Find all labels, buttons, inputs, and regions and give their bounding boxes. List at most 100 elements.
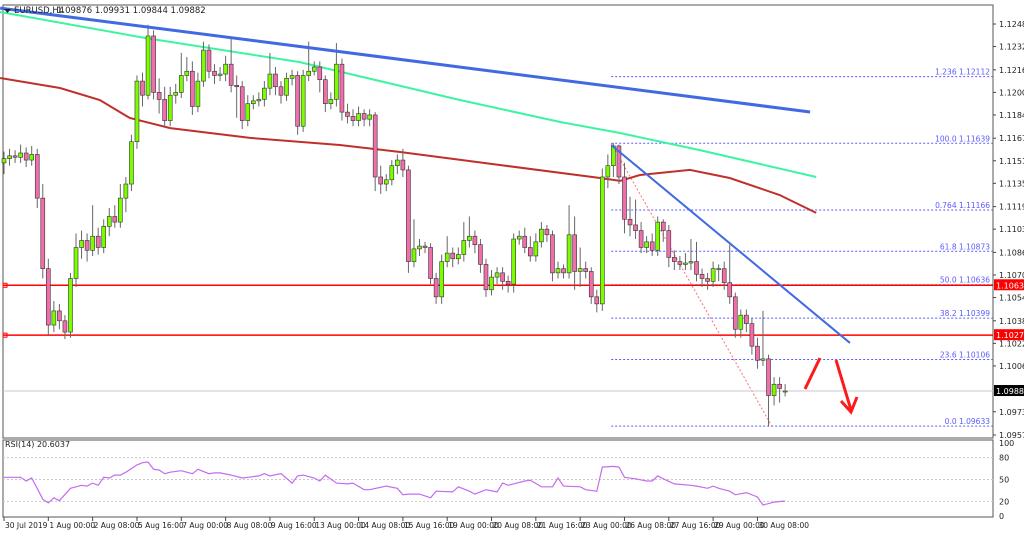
candle-bear bbox=[206, 49, 212, 72]
trendline bbox=[0, 6, 811, 114]
candle-bear bbox=[140, 80, 145, 96]
moving-averages bbox=[0, 11, 817, 214]
candle-bear bbox=[228, 63, 234, 86]
x-tick-label: 19 Aug 00:00 bbox=[448, 521, 499, 530]
candle-bull bbox=[223, 63, 228, 75]
candle-bull bbox=[511, 238, 516, 285]
y-tick-label: 1.10865 bbox=[999, 248, 1024, 257]
candle-bear bbox=[594, 296, 600, 305]
candle-bear bbox=[705, 278, 710, 282]
candle-bull bbox=[73, 247, 79, 279]
candle-bear bbox=[649, 241, 655, 251]
candle-bull bbox=[771, 383, 777, 396]
arrow-down-shaft bbox=[834, 359, 853, 411]
candle-bull bbox=[383, 179, 389, 185]
candle-bull bbox=[118, 197, 123, 223]
candle-bear bbox=[317, 66, 323, 80]
rsi-axis-label: 0 bbox=[999, 512, 1004, 521]
candle-bull bbox=[145, 35, 151, 96]
candle-bear bbox=[433, 278, 439, 298]
rsi-axis-label: 80 bbox=[999, 454, 1009, 463]
candle-bear bbox=[616, 145, 622, 178]
y-tick-label: 1.12325 bbox=[999, 43, 1024, 52]
candle-bull bbox=[566, 234, 572, 274]
fib-level-label: 38.2 1.10399 bbox=[940, 309, 990, 318]
y-tick-label: 1.11030 bbox=[999, 225, 1024, 234]
x-tick-label: 29 Aug 00:00 bbox=[714, 521, 765, 530]
candle-bear bbox=[190, 70, 195, 107]
triangle-down-icon[interactable] bbox=[4, 9, 11, 13]
rsi-axis-label: 100 bbox=[999, 439, 1014, 448]
candle-bull bbox=[417, 245, 422, 250]
ma-fast-line bbox=[0, 11, 817, 178]
arrow-up-stroke bbox=[803, 357, 822, 390]
candle-bear bbox=[156, 92, 162, 100]
candle-bear bbox=[361, 113, 367, 120]
fib-level-label: 50.0 1.10636 bbox=[940, 276, 990, 285]
candles bbox=[1, 24, 788, 427]
candle-bull bbox=[782, 390, 788, 393]
candle-bull bbox=[533, 241, 539, 257]
candle-bear bbox=[660, 221, 666, 231]
level-price-badge bbox=[994, 279, 1024, 291]
candle-bear bbox=[23, 152, 29, 161]
candle-bear bbox=[478, 244, 483, 265]
current-price-label: 1.09882 bbox=[996, 387, 1024, 396]
candle-bull bbox=[195, 80, 201, 107]
fib-level-label: 1.236 1.12112 bbox=[935, 68, 990, 77]
candle-bull bbox=[68, 278, 73, 333]
candle-bear bbox=[112, 216, 118, 223]
candle-bull bbox=[555, 268, 561, 274]
x-tick-label: 8 Aug 08:00 bbox=[227, 521, 273, 530]
candle-bull bbox=[600, 176, 605, 305]
candle-bear bbox=[34, 154, 40, 199]
candle-bull bbox=[184, 70, 190, 76]
candle-bear bbox=[278, 86, 284, 96]
candle-bull bbox=[51, 310, 57, 326]
candle-bear bbox=[12, 155, 18, 158]
candle-bear bbox=[62, 320, 68, 333]
candle-bear bbox=[95, 235, 101, 248]
candle-bull bbox=[516, 235, 522, 240]
candle-bear bbox=[622, 176, 627, 220]
candle-bear bbox=[672, 257, 677, 262]
y-tick-label: 1.10060 bbox=[999, 362, 1024, 371]
candle-bear bbox=[699, 273, 705, 279]
ohlc-readout: 1.09876 1.09931 1.09844 1.09882 bbox=[57, 6, 206, 16]
candle-bear bbox=[151, 35, 156, 93]
trendline bbox=[610, 144, 851, 344]
candle-bull bbox=[644, 241, 649, 248]
candle-bull bbox=[411, 248, 417, 262]
rsi-axis-label: 50 bbox=[999, 476, 1009, 485]
candle-bull bbox=[129, 141, 134, 185]
x-tick-label: 5 Aug 16:00 bbox=[138, 521, 184, 530]
symbol-label: EURUSD,H4 bbox=[14, 6, 64, 16]
candle-bear bbox=[273, 73, 278, 88]
candle-bull bbox=[439, 261, 444, 298]
y-tick-label: 1.10545 bbox=[999, 294, 1024, 303]
candle-bear bbox=[345, 111, 350, 117]
ma-slow-line bbox=[0, 77, 817, 214]
candle-bear bbox=[428, 247, 433, 279]
chart-frame bbox=[2, 4, 994, 518]
candle-bull bbox=[245, 103, 251, 121]
rsi-axis-label: 20 bbox=[999, 497, 1009, 506]
trendlines[interactable] bbox=[0, 6, 851, 344]
time-axis: 30 Jul 2019 1 Aug 00:002 Aug 08:005 Aug 1… bbox=[3, 517, 809, 530]
candle-bear bbox=[40, 197, 46, 269]
candle-bear bbox=[500, 272, 505, 282]
candle-bull bbox=[494, 272, 500, 278]
candle-bear bbox=[561, 268, 566, 274]
y-tick-label: 1.10380 bbox=[999, 317, 1024, 326]
x-tick-label: 2 Aug 08:00 bbox=[94, 521, 140, 530]
candle-bull bbox=[251, 100, 256, 104]
x-tick-label: 7 Aug 00:00 bbox=[182, 521, 228, 530]
x-tick-label: 14 Aug 08:00 bbox=[360, 521, 411, 530]
candle-bear bbox=[749, 323, 755, 347]
candle-bear bbox=[323, 79, 328, 104]
candle-bear bbox=[550, 234, 555, 274]
candle-bull bbox=[444, 252, 450, 262]
candle-bear bbox=[588, 271, 594, 298]
candle-bear bbox=[57, 310, 62, 322]
